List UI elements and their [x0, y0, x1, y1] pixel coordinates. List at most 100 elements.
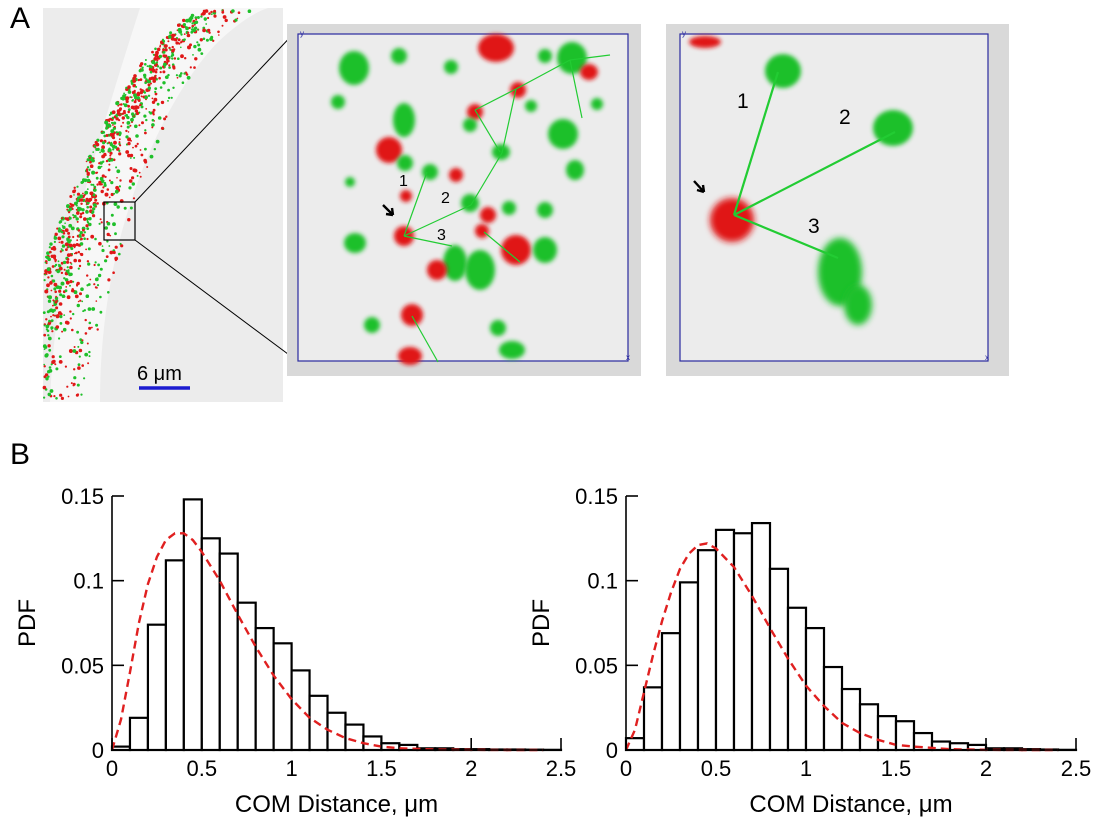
- punctum: [151, 123, 155, 127]
- red-punctum: [475, 224, 489, 238]
- punctum: [112, 222, 116, 227]
- punctum: [122, 121, 125, 124]
- punctum: [69, 261, 72, 264]
- punctum: [158, 54, 163, 59]
- punctum: [236, 17, 239, 20]
- punctum: [108, 196, 111, 199]
- punctum: [172, 86, 175, 90]
- red-punctum: [376, 137, 402, 163]
- green-punctum: [443, 245, 467, 281]
- punctum: [197, 43, 201, 47]
- punctum: [109, 151, 113, 155]
- punctum: [96, 138, 100, 142]
- punctum: [52, 314, 55, 317]
- punctum: [122, 94, 126, 99]
- punctum: [55, 306, 59, 310]
- punctum: [193, 66, 196, 69]
- punctum: [144, 129, 147, 132]
- punctum: [80, 340, 84, 345]
- punctum: [143, 114, 147, 118]
- green-punctum: [765, 54, 801, 88]
- punctum: [108, 245, 111, 247]
- punctum: [79, 231, 83, 235]
- punctum: [51, 330, 54, 333]
- punctum: [93, 283, 96, 286]
- x-tick-label: 2.5: [546, 756, 577, 781]
- punctum: [173, 57, 177, 60]
- punctum: [131, 176, 135, 180]
- punctum: [51, 265, 55, 268]
- punctum: [73, 186, 76, 189]
- green-punctum: [533, 237, 557, 263]
- punctum: [81, 211, 85, 215]
- punctum: [159, 66, 163, 70]
- punctum: [79, 292, 82, 296]
- y-tick-label: 0.1: [587, 569, 618, 594]
- punctum: [59, 266, 63, 271]
- punctum: [112, 158, 116, 162]
- punctum: [171, 53, 175, 57]
- punctum: [50, 254, 54, 258]
- inset-2-links: [732, 71, 896, 260]
- punctum: [99, 161, 103, 165]
- zoom-line-bottom: [134, 239, 297, 361]
- punctum: [52, 247, 57, 251]
- punctum: [199, 38, 203, 42]
- punctum: [75, 217, 79, 221]
- punctum: [43, 365, 46, 368]
- punctum: [94, 261, 97, 264]
- green-punctum: [490, 320, 506, 336]
- punctum: [109, 250, 114, 255]
- punctum: [129, 124, 132, 127]
- punctum: [115, 166, 118, 169]
- punctum: [106, 232, 110, 237]
- punctum: [132, 99, 134, 101]
- punctum: [88, 326, 92, 330]
- punctum: [60, 248, 63, 250]
- punctum: [61, 244, 66, 248]
- punctum: [129, 157, 132, 159]
- punctum: [202, 28, 207, 33]
- punctum: [58, 355, 62, 358]
- histogram-bar: [128, 716, 150, 752]
- punctum: [75, 204, 78, 207]
- punctum: [173, 33, 176, 37]
- punctum: [125, 113, 128, 117]
- punctum: [152, 108, 156, 112]
- punctum: [82, 228, 85, 232]
- punctum: [140, 153, 144, 157]
- punctum: [175, 74, 178, 77]
- punctum: [134, 106, 138, 110]
- punctum: [64, 365, 67, 368]
- punctum: [89, 160, 92, 164]
- punctum: [87, 362, 90, 365]
- punctum: [167, 100, 169, 102]
- punctum: [118, 119, 121, 122]
- punctum: [77, 229, 81, 232]
- punctum: [88, 321, 92, 325]
- punctum: [83, 217, 87, 221]
- punctum: [56, 227, 59, 230]
- punctum: [51, 360, 55, 364]
- punctum: [100, 183, 103, 186]
- punctum: [164, 48, 168, 52]
- punctum: [169, 31, 173, 35]
- punctum: [44, 289, 49, 294]
- punctum: [125, 99, 129, 104]
- punctum: [83, 237, 86, 240]
- inset-1-number-1: 1: [399, 173, 408, 190]
- punctum: [114, 145, 118, 149]
- punctum: [119, 179, 122, 182]
- punctum: [234, 18, 238, 22]
- punctum: [209, 37, 214, 41]
- x-tick-label: 1.5: [881, 756, 912, 781]
- punctum: [88, 350, 91, 354]
- punctum: [60, 240, 64, 244]
- punctum: [104, 226, 108, 230]
- punctum: [52, 304, 54, 307]
- punctum: [47, 299, 52, 303]
- punctum: [129, 167, 133, 170]
- punctum: [104, 120, 109, 125]
- punctum: [76, 393, 80, 396]
- punctum: [57, 260, 60, 263]
